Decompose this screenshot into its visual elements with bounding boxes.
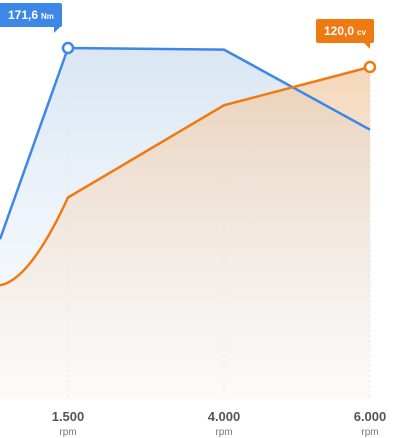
power-peak-marker[interactable] bbox=[363, 60, 377, 74]
x-tick-unit-3: rpm bbox=[361, 427, 378, 438]
power-area bbox=[0, 67, 370, 400]
x-tick-label-3: 6.000 bbox=[354, 409, 387, 424]
torque-peak-label: 171,6 Nm bbox=[0, 3, 62, 33]
power-peak-value: 120,0 bbox=[324, 24, 355, 38]
power-peak-unit: cv bbox=[357, 28, 366, 37]
torque-peak-marker[interactable] bbox=[61, 41, 75, 55]
x-tick-label-2: 4.000 bbox=[208, 409, 241, 424]
power-peak-label: 120,0 cv bbox=[316, 19, 374, 49]
torque-peak-value: 171,6 bbox=[8, 8, 39, 22]
torque-peak-unit: Nm bbox=[41, 12, 54, 21]
x-axis-ticks: 1.500 rpm 4.000 rpm 6.000 rpm bbox=[52, 409, 387, 438]
x-tick-unit-1: rpm bbox=[59, 427, 76, 438]
x-tick-label-1: 1.500 bbox=[52, 409, 85, 424]
power-line bbox=[0, 65, 371, 287]
torque-line bbox=[0, 46, 371, 240]
x-tick-unit-2: rpm bbox=[215, 427, 232, 438]
